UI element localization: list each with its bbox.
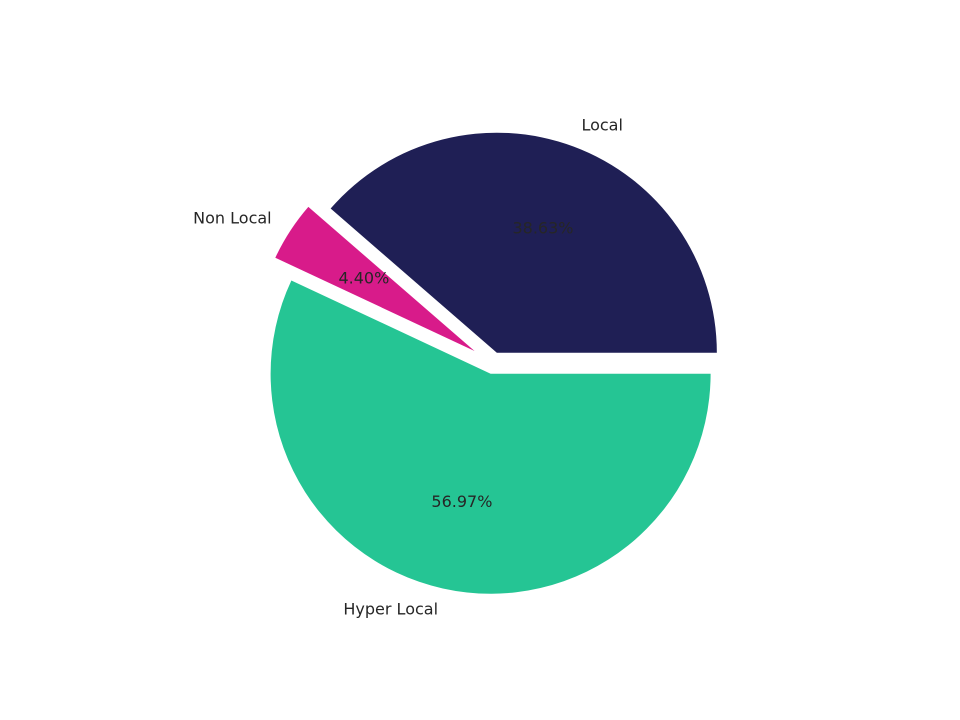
slice-label: Hyper Local [343,599,438,618]
slice-label: Local [581,115,622,134]
percent-label: 38.63% [512,219,573,238]
pie-slice [275,206,475,352]
percent-label: 4.40% [338,269,389,288]
percent-label: 56.97% [431,492,492,511]
pie-slice [330,132,717,353]
slice-label: Non Local [193,209,271,228]
pie-slice [270,280,711,594]
